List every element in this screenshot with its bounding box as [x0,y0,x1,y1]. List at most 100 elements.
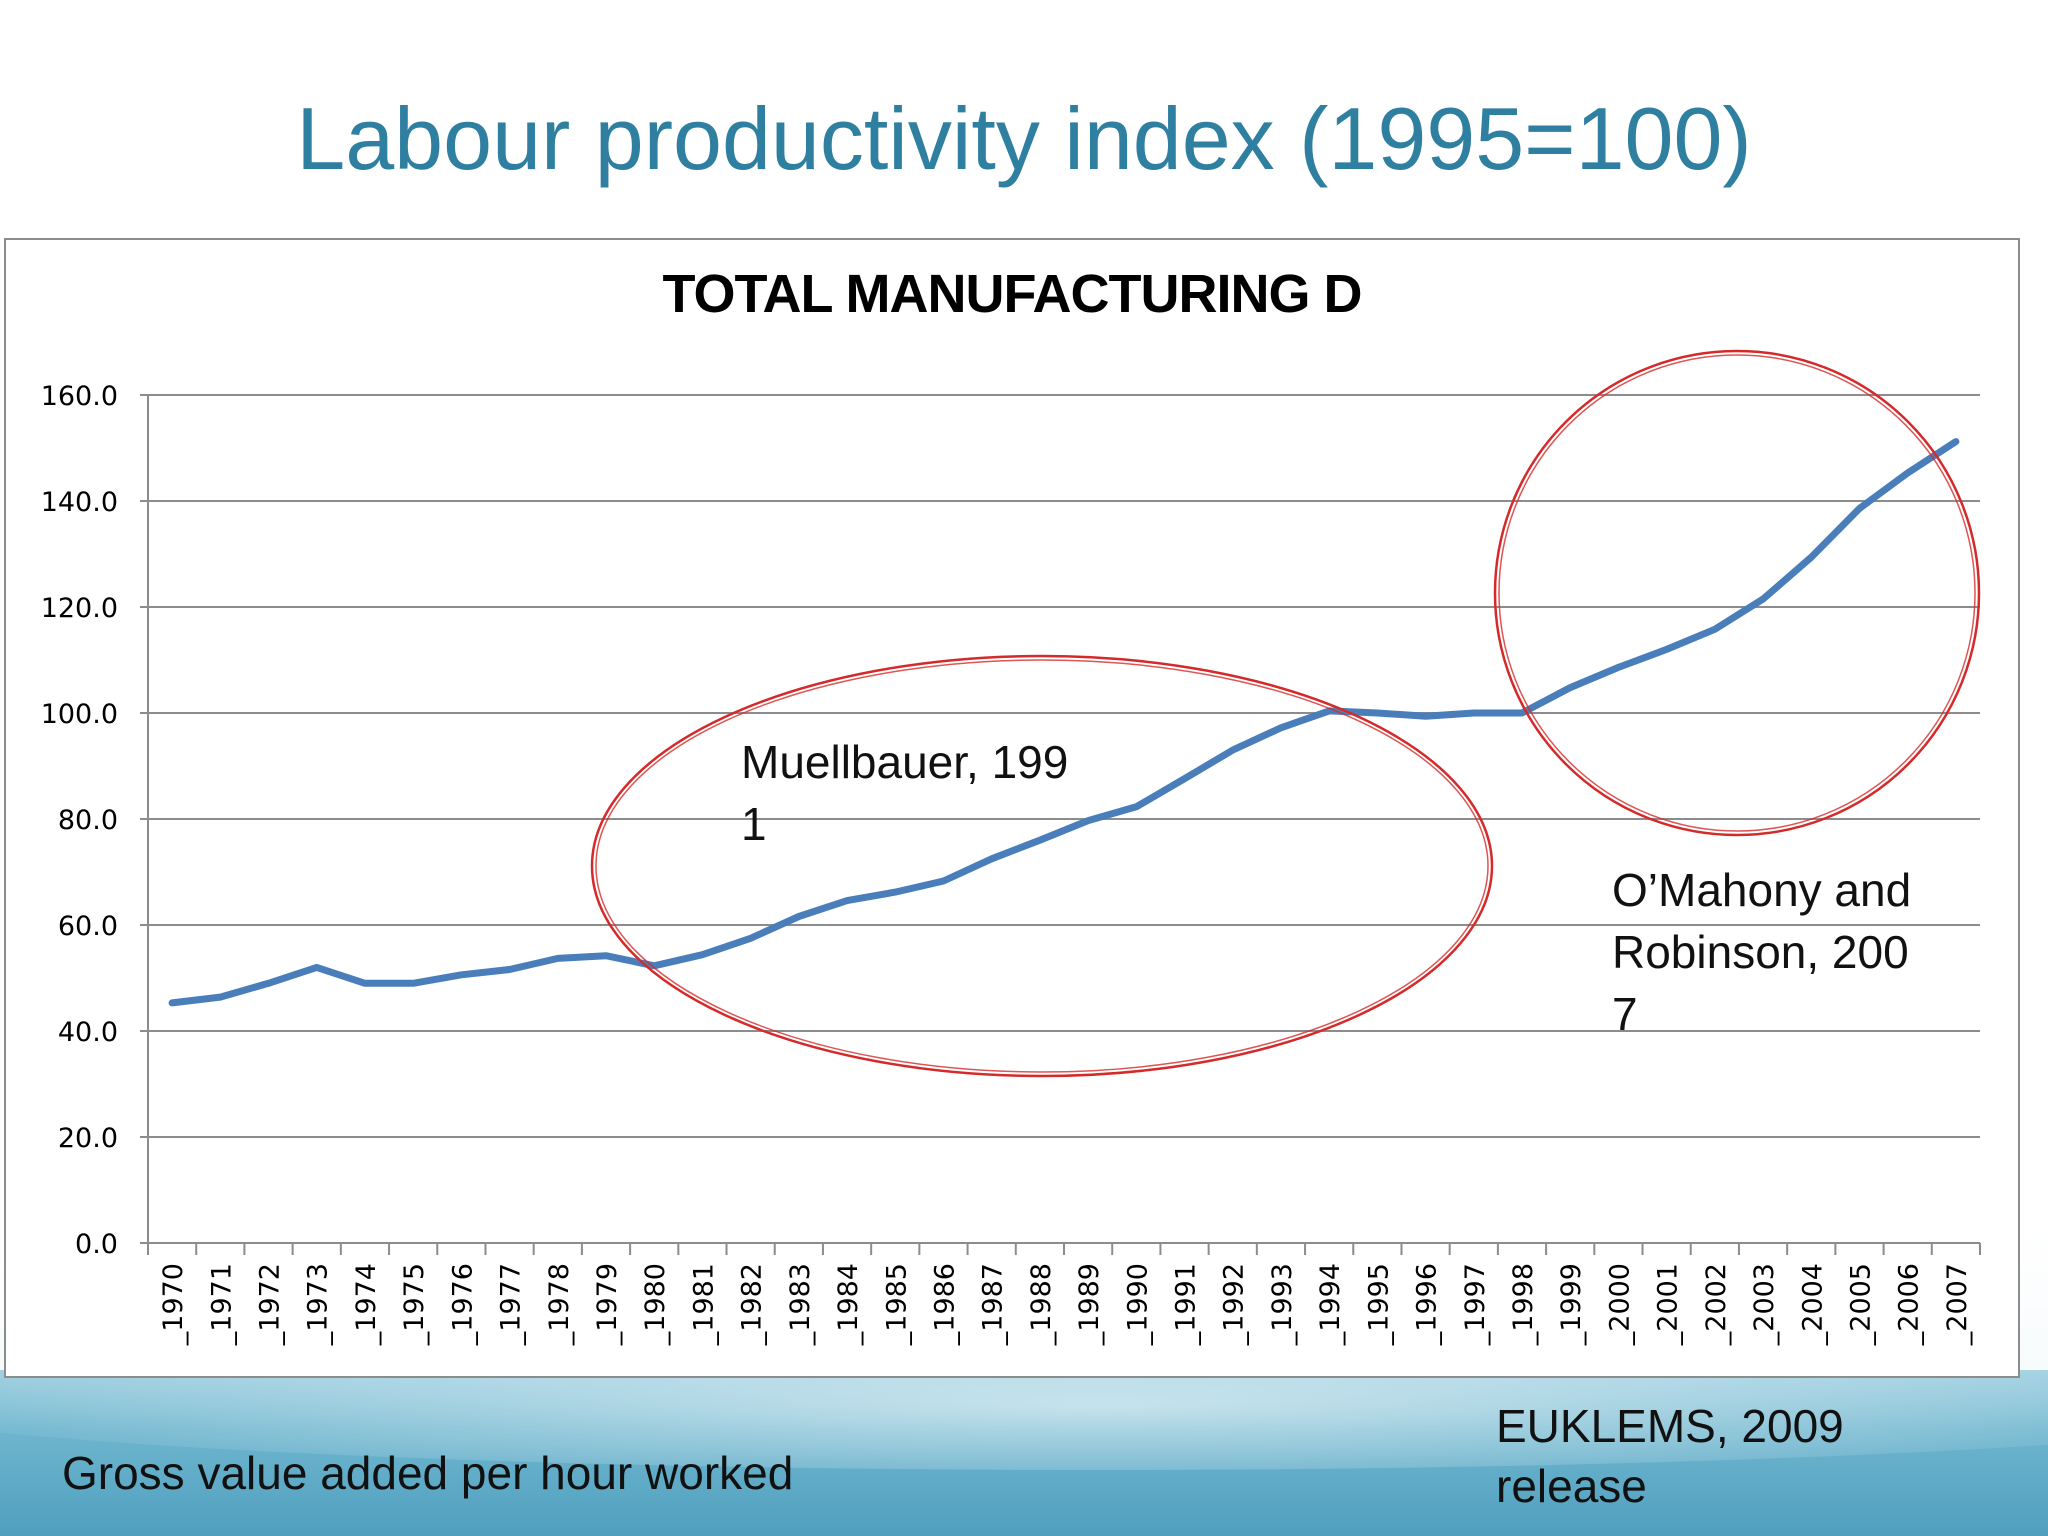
caption-source-line2: release [1496,1460,1647,1512]
x-tick-label: _2002 [1701,1263,1732,1346]
series-lines [168,438,1960,1007]
x-tick-label: _1997 [1460,1263,1491,1346]
data-point [700,952,705,957]
x-tick-label: _2006 [1894,1263,1925,1346]
annotation-omahony-line2: Robinson, 200 [1612,926,1909,978]
x-tick-label: _1995 [1363,1263,1394,1346]
data-point [893,890,898,895]
data-point [1134,804,1139,809]
data-point [1712,627,1717,632]
data-point [170,1000,175,1005]
caption-gross-value-added: Gross value added per hour worked [62,1447,794,1499]
x-tick-label: _1990 [1122,1263,1153,1346]
data-point [1905,470,1910,475]
caption-source-line1: EUKLEMS, 2009 [1496,1400,1844,1452]
y-tick-label: 160.0 [41,381,118,412]
chart-frame: TOTAL MANUFACTURING D 0.0 20.0 40.0 60.0 80.… [4,238,2020,1378]
data-point [1037,838,1042,843]
x-tick-label: _1981 [688,1263,719,1346]
x-tick-label: _1986 [929,1263,960,1346]
annotation-omahony-line3: 7 [1612,988,1638,1040]
axes [140,395,1981,1255]
x-tick-labels: _1970 _1971 _1972 _1973 _1974 _1975 _1976 _1977… [158,1263,1973,1346]
data-point [989,856,994,861]
x-tick-label: _1976 [447,1263,478,1346]
data-point [796,914,801,919]
x-tick-label: _2000 [1604,1263,1635,1346]
x-tick-label: _1996 [1412,1263,1443,1346]
data-point [1423,714,1428,719]
gridlines [140,394,1980,1138]
data-point [555,956,560,961]
y-tick-label: 60.0 [58,911,118,942]
x-tick-label: _1975 [399,1263,430,1346]
x-tick-label: _1978 [544,1263,575,1346]
x-tick-label: _1977 [496,1263,527,1346]
data-point [1953,439,1958,444]
data-point [459,972,464,977]
data-point [748,936,753,941]
x-tick-label: _1999 [1556,1263,1587,1346]
x-tick-label: _1970 [158,1263,189,1346]
data-point [1761,597,1766,601]
x-tick-label: _1993 [1267,1263,1298,1346]
x-tick-label: _1972 [255,1263,286,1346]
data-point [411,981,416,986]
data-point [1857,506,1862,511]
data-point [1278,725,1283,730]
data-point [1230,748,1235,753]
x-tick-label: _1973 [303,1263,334,1346]
x-tick-label: _1998 [1508,1263,1539,1346]
series-line [168,438,1960,1007]
chart-title: TOTAL MANUFACTURING D [663,264,1362,324]
data-point [1327,708,1332,713]
data-point [507,967,512,972]
data-point [314,965,319,970]
x-tick-label: _1992 [1219,1263,1250,1346]
x-tick-label: _2003 [1749,1263,1780,1346]
data-point [1568,685,1573,690]
caption-source: EUKLEMS, 2009 release [1496,1396,1936,1516]
data-point [266,981,271,986]
x-tick-label: _1989 [1074,1263,1105,1346]
data-point [1471,711,1476,715]
data-point [1809,555,1814,560]
y-tick-label: 100.0 [41,699,118,730]
data-point [1616,665,1621,670]
line-chart: TOTAL MANUFACTURING D 0.0 20.0 40.0 60.0 80.… [41,264,1981,1346]
x-tick-label: _1985 [881,1263,912,1346]
data-point [941,879,946,883]
x-tick-label: _1974 [351,1263,382,1346]
data-point [218,995,223,1000]
x-tick-label: _1994 [1315,1263,1346,1346]
x-tick-label: _1979 [592,1263,623,1346]
y-tick-labels: 0.0 20.0 40.0 60.0 80.0 100.0 120.0 140.0 160.0 [41,381,118,1260]
data-point [1520,711,1524,715]
y-tick-label: 20.0 [58,1123,118,1154]
x-tick-label: _1991 [1171,1263,1202,1346]
x-tick-label: _1984 [833,1263,864,1346]
annotation-muellbauer-line1: Muellbauer, 199 [741,736,1068,788]
y-tick-label: 0.0 [75,1229,118,1260]
x-tick-label: _1971 [206,1263,237,1346]
x-tick-label: _1980 [640,1263,671,1346]
x-tick-label: _2004 [1797,1263,1828,1346]
x-tick-label: _2007 [1942,1263,1973,1346]
x-tick-label: _1987 [978,1263,1009,1346]
y-tick-label: 120.0 [41,593,118,624]
x-tick-label: _2005 [1845,1263,1876,1346]
annotation-omahony-line1: O’Mahony and [1612,864,1911,916]
y-tick-label: 40.0 [58,1017,118,1048]
x-tick-label: _1988 [1026,1263,1057,1346]
x-tick-label: _1982 [737,1263,768,1346]
data-point [604,953,608,958]
data-point [1375,711,1380,715]
x-tick-label: _1983 [785,1263,816,1346]
annotation-circle-omahony [1493,349,1981,837]
y-tick-label: 140.0 [41,487,118,518]
annotation-muellbauer-line2: 1 [741,798,767,850]
data-point [1664,647,1669,652]
data-point [362,981,367,986]
data-point [845,898,850,903]
data-point [1182,776,1187,781]
